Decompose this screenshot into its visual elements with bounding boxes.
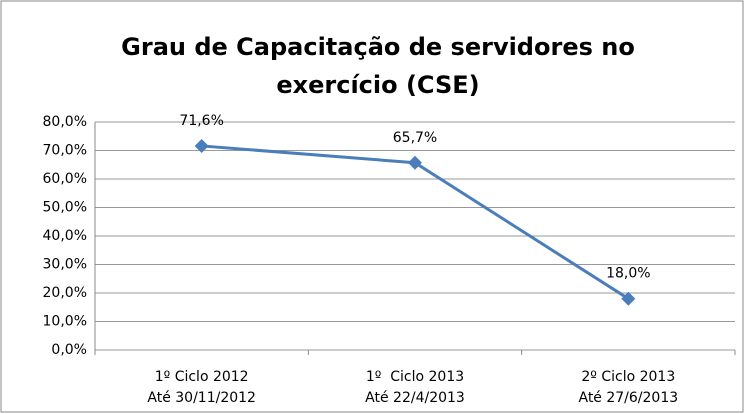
y-tick-label: 40,0% [43, 228, 87, 244]
y-tick-label: 10,0% [43, 314, 87, 330]
data-label: 18,0% [606, 266, 650, 282]
marker [194, 138, 209, 153]
data-label: 71,6% [179, 113, 223, 129]
x-tick-label: Até 22/4/2013 [365, 390, 465, 406]
y-tick-label: 80,0% [43, 114, 87, 130]
y-tick-label: 70,0% [43, 143, 87, 159]
marker [621, 291, 636, 306]
y-tick-label: 50,0% [43, 200, 87, 216]
y-tick-label: 0,0% [51, 342, 87, 358]
y-tick-label: 30,0% [43, 257, 87, 273]
x-tick-label: Até 27/6/2013 [578, 390, 678, 406]
y-tick-label: 60,0% [43, 171, 87, 187]
marker [408, 155, 422, 170]
chart-title: exercício (CSE) [276, 71, 479, 99]
chart-title: Grau de Capacitação de servidores no [121, 33, 635, 61]
x-tick-label: Até 30/11/2012 [147, 390, 256, 406]
y-tick-label: 20,0% [43, 285, 87, 301]
data-label: 65,7% [393, 130, 437, 146]
x-tick-label: 1º Ciclo 2012 [155, 369, 249, 385]
x-tick-label: 1º Ciclo 2013 [366, 369, 464, 385]
x-tick-label: 2º Ciclo 2013 [581, 369, 675, 385]
